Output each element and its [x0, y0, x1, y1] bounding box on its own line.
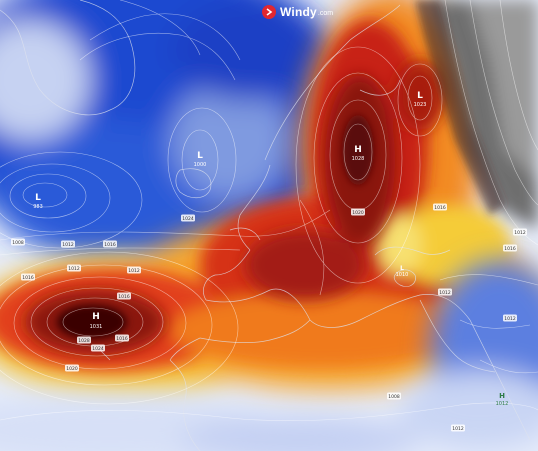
pressure-center-value: 1031: [90, 324, 103, 330]
isobar-label: 1024: [182, 216, 194, 222]
isobar-label-chip: [503, 314, 517, 322]
isobar-label: 1008: [12, 240, 24, 246]
brand-tld: .com: [317, 10, 334, 17]
isobar-label-chip: [21, 273, 35, 281]
isobar-label: 1016: [434, 205, 446, 211]
isobar-label-chip: [351, 208, 365, 216]
isobar-label-chip: [438, 288, 452, 296]
isobar-label-chip: [11, 238, 25, 246]
pressure-center-H-atlantic: H 1031: [90, 312, 103, 330]
windy-logo-icon: [262, 5, 276, 19]
isobar-label-chip: [513, 228, 527, 236]
pressure-center-value: 1000: [194, 162, 207, 168]
isobar-label: 1028: [78, 338, 90, 344]
pressure-center-type: L: [35, 193, 41, 203]
isobar-label-chip: [387, 392, 401, 400]
pressure-center-L-russia: L 1023: [414, 91, 427, 108]
isobar-label-chip: [115, 334, 129, 342]
isobar-label: 1012: [128, 268, 140, 274]
isobar-label-chip: [91, 344, 105, 352]
isobar-label: 1016: [116, 336, 128, 342]
isobar-label: 1016: [22, 275, 34, 281]
isobar-label: 1012: [504, 316, 516, 322]
isobar-label: 1016: [104, 242, 116, 248]
pressure-center-type: L: [400, 265, 404, 272]
isobar-label: 1012: [439, 290, 451, 296]
pressure-center-value: 1010: [396, 272, 409, 278]
isobar-label-chip: [451, 424, 465, 432]
pressure-center-value: 983: [33, 204, 43, 210]
isobar-label: 1020: [66, 366, 78, 372]
pressure-center-type: L: [197, 151, 203, 161]
isobar-label: 1012: [68, 266, 80, 272]
pressure-center-L-anatolia: L 1010: [396, 265, 409, 278]
pressure-center-type: H: [92, 312, 100, 322]
pressure-center-H-arabia: H 1012: [496, 392, 509, 407]
isobar-label-chip: [117, 292, 131, 300]
isobar-label: 1016: [504, 246, 516, 252]
isobar-label: 1016: [118, 294, 130, 300]
brand-name: Windy: [280, 5, 317, 19]
pressure-center-L-labrador: L 983: [33, 193, 43, 210]
isobar-label: 1020: [352, 210, 364, 216]
isobar-label-chip: [67, 264, 81, 272]
isobar-label-chip: [103, 240, 117, 248]
pressure-center-H-europe: H 1028: [352, 145, 365, 162]
isobar-label-chip: [503, 244, 517, 252]
pressure-center-L-iceland: L 1000: [194, 151, 207, 168]
isobar-label: 1012: [62, 242, 74, 248]
isobar-label: 1024: [92, 346, 104, 352]
pressure-center-value: 1023: [414, 102, 427, 108]
isobar-label: 1008: [388, 394, 400, 400]
isobar-labels: 1016 1012 1016 1008 1012 1012 1016 1016 1020 1024…: [11, 203, 527, 432]
isobar-label: 1012: [452, 426, 464, 432]
windy-brand[interactable]: Windy .com: [262, 4, 333, 20]
pressure-center-type: L: [417, 91, 423, 101]
pressure-center-type: H: [499, 392, 505, 400]
isobar-label-chip: [77, 336, 91, 344]
pressure-center-value: 1012: [496, 401, 509, 407]
isobar-label: 1012: [514, 230, 526, 236]
pressure-center-type: H: [354, 145, 362, 155]
isobar-label-chip: [127, 266, 141, 274]
isobar-label-chip: [181, 214, 195, 222]
isobar-label-chip: [65, 364, 79, 372]
pressure-center-value: 1028: [352, 156, 365, 162]
isobar-label-chip: [61, 240, 75, 248]
isobar-label-chip: [433, 203, 447, 211]
